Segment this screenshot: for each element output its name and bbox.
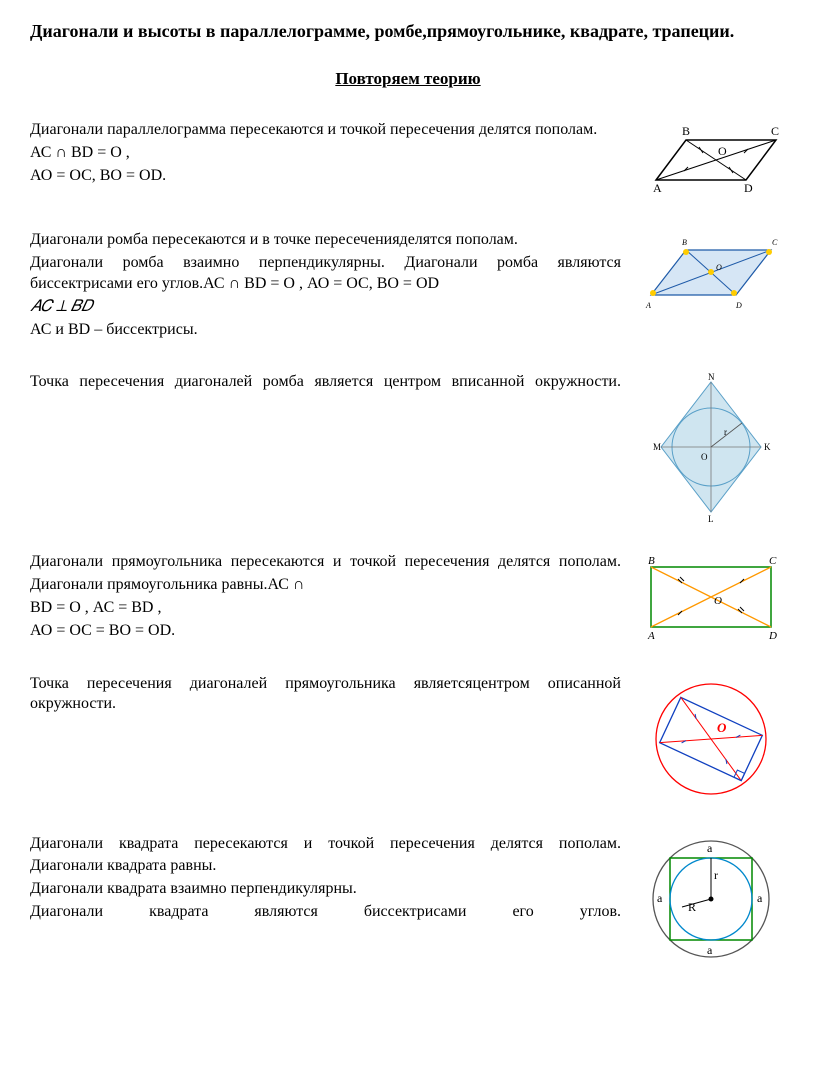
- rhom-insc-figure: N M K L O r: [636, 372, 786, 522]
- rhom-insc-text: Точка пересечения диагоналей ромба являе…: [30, 372, 621, 395]
- rect-p1a: Диагонали: [30, 553, 103, 570]
- section-rect-circum: Точка пересечения диагоналей прямоугольн…: [30, 674, 786, 804]
- label-O: O: [714, 595, 722, 607]
- label-C: C: [769, 555, 777, 567]
- rect-circ-figure: O: [636, 674, 786, 804]
- parallelogram-svg: A B C D O: [636, 120, 786, 200]
- parallelogram-text: Диагонали параллелограмма пересекаются и…: [30, 120, 621, 188]
- label-a-left: a: [657, 891, 663, 905]
- rhom-p4: АС и ВD – биссектрисы.: [30, 320, 621, 341]
- para-p3: АО = ОС, ВО = ОD.: [30, 166, 621, 187]
- section-rhombus-inscribed: Точка пересечения диагоналей ромба являе…: [30, 372, 786, 522]
- rhombus-svg: A B C D O: [636, 230, 786, 320]
- label-B: B: [682, 124, 690, 138]
- sq-p4a: Диагонали: [30, 903, 103, 920]
- sq-p4: Диагонали квадрата являются биссектрисам…: [30, 902, 621, 923]
- rect-svg: A B C D O: [636, 552, 786, 642]
- sq-p3: Диагонали квадрата взаимно перпендикуляр…: [30, 879, 621, 900]
- label-O: O: [717, 720, 727, 735]
- label-A: A: [645, 301, 651, 310]
- sq-p1: Диагонали квадрата пересекаются и точкой…: [30, 834, 621, 855]
- label-D: D: [768, 630, 777, 642]
- sq-p2: Диагонали квадрата равны.: [30, 856, 621, 877]
- label-r: r: [714, 868, 718, 882]
- page-title: Диагонали и высоты в параллелограмме, ро…: [30, 20, 786, 43]
- para-p2: АС ∩ ВD = О ,: [30, 143, 621, 164]
- rect-circ-text: Точка пересечения диагоналей прямоугольн…: [30, 674, 621, 718]
- rect-circ-p1: Точка пересечения диагоналей прямоугольн…: [30, 674, 621, 716]
- label-A: A: [647, 630, 655, 642]
- rhombus-text: Диагонали ромба пересекаются и в точке п…: [30, 230, 621, 342]
- label-R: R: [688, 900, 696, 914]
- label-L: L: [708, 514, 714, 522]
- para-p1: Диагонали параллелограмма пересекаются и…: [30, 120, 621, 141]
- rhom-p2: Диагонали ромба взаимно перпендикулярны.…: [30, 253, 621, 295]
- sq-p1a: Диагонали: [30, 835, 103, 852]
- label-B: B: [682, 238, 687, 247]
- rect-circ-svg: O: [641, 674, 781, 804]
- label-O: O: [718, 144, 727, 158]
- subtitle: Повторяем теорию: [30, 68, 786, 90]
- label-N: N: [708, 372, 715, 382]
- label-C: C: [772, 238, 778, 247]
- rect-text: Диагонали прямоугольника пересекаются и …: [30, 552, 621, 643]
- rect-p1b: прямоугольника пересекаются и точкой пер…: [112, 553, 621, 570]
- rhom-p1: Диагонали ромба пересекаются и в точке п…: [30, 230, 621, 251]
- label-M: M: [653, 442, 661, 452]
- label-a-right: a: [757, 891, 763, 905]
- sq-p1b: квадрата пересекаются и точкой пересечен…: [119, 835, 621, 852]
- square-text: Диагонали квадрата пересекаются и точкой…: [30, 834, 621, 925]
- section-rhombus: Диагонали ромба пересекаются и в точке п…: [30, 230, 786, 342]
- section-square: Диагонали квадрата пересекаются и точкой…: [30, 834, 786, 964]
- label-O: O: [701, 452, 708, 462]
- sq-p4b: квадрата являются биссектрисами его угло…: [149, 903, 621, 920]
- rhombus-figure: A B C D O: [636, 230, 786, 320]
- label-D: D: [735, 301, 742, 310]
- rect-p3: ВD = О , АС = ВD ,: [30, 598, 621, 619]
- rect-p2: Диагонали прямоугольника равны.АС ∩: [30, 575, 621, 596]
- label-C: C: [771, 124, 779, 138]
- label-a-top: a: [707, 841, 713, 855]
- square-svg: a a a a r R: [646, 834, 776, 964]
- rhom-insc-p1: Точка пересечения диагоналей ромба являе…: [30, 372, 621, 393]
- rhom-insc-p1b: пересечения диагоналей ромба является це…: [79, 373, 621, 390]
- label-B: B: [648, 555, 655, 567]
- rhom-insc-svg: N M K L O r: [646, 372, 776, 522]
- rhom-p3: 𝐴𝐶 ⊥ 𝐵𝐷: [30, 297, 621, 318]
- label-K: K: [764, 442, 771, 452]
- label-O: O: [716, 263, 722, 272]
- label-r: r: [724, 427, 727, 437]
- label-D: D: [744, 181, 753, 195]
- rect-p1: Диагонали прямоугольника пересекаются и …: [30, 552, 621, 573]
- rhom-insc-p1a: Точка: [30, 373, 69, 390]
- label-a-bot: a: [707, 943, 713, 957]
- section-parallelogram: Диагонали параллелограмма пересекаются и…: [30, 120, 786, 200]
- label-A: A: [653, 181, 662, 195]
- rect-figure: A B C D O: [636, 552, 786, 642]
- parallelogram-figure: A B C D O: [636, 120, 786, 200]
- square-figure: a a a a r R: [636, 834, 786, 964]
- rect-p4: АО = ОС = ВО = ОD.: [30, 621, 621, 642]
- section-rectangle: Диагонали прямоугольника пересекаются и …: [30, 552, 786, 643]
